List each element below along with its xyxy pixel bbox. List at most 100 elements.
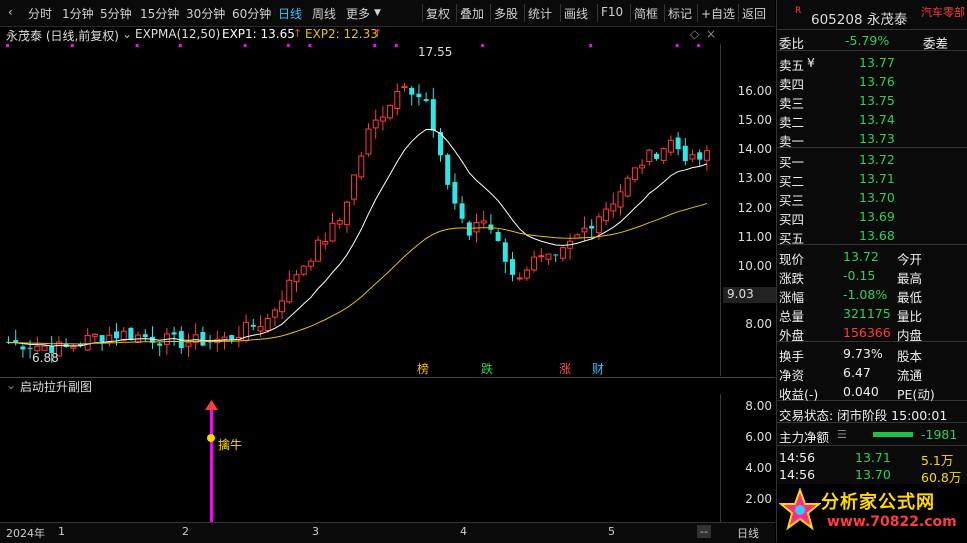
candle-body[interactable] xyxy=(20,346,26,350)
stat-row[interactable]: 涨跌 -0.15 最高 xyxy=(777,266,967,286)
close-icon[interactable]: × xyxy=(706,27,717,41)
sub-chevron-icon[interactable]: ⌄ xyxy=(6,378,17,392)
ask-row[interactable]: 卖二 13.74 xyxy=(777,110,967,130)
candle-body[interactable] xyxy=(430,99,436,131)
candle-body[interactable] xyxy=(250,324,256,327)
candle-body[interactable] xyxy=(27,347,33,349)
candle-body[interactable] xyxy=(192,334,199,343)
candle-body[interactable] xyxy=(322,240,329,245)
candle-body[interactable] xyxy=(200,331,206,346)
tab-7[interactable]: 周线 xyxy=(312,7,337,21)
candle-body[interactable] xyxy=(624,177,631,197)
candle-body[interactable] xyxy=(531,256,538,271)
candle-body[interactable] xyxy=(293,274,300,283)
candle-body[interactable] xyxy=(351,174,358,200)
back-arrow-icon[interactable]: ‹ xyxy=(8,5,13,19)
candle-body[interactable] xyxy=(379,116,386,122)
stat-row[interactable]: 外盘 156366 内盘 xyxy=(777,323,967,343)
tool-0[interactable]: 复权 xyxy=(426,7,451,21)
stat-row[interactable]: 涨幅 -1.08% 最低 xyxy=(777,285,967,305)
candle-body[interactable] xyxy=(654,153,659,159)
ask-row[interactable]: 卖三 13.75 xyxy=(777,91,967,111)
tool-2[interactable]: 多股 xyxy=(494,7,519,21)
candle-body[interactable] xyxy=(466,222,472,236)
tool-3[interactable]: 统计 xyxy=(528,7,553,21)
candle-body[interactable] xyxy=(279,300,286,313)
bid-row[interactable]: 买三 13.70 xyxy=(777,188,967,208)
candle-body[interactable] xyxy=(229,335,235,340)
candle-body[interactable] xyxy=(99,335,105,343)
candle-body[interactable] xyxy=(667,139,674,153)
event-marker[interactable]: 榜 xyxy=(417,361,429,376)
candle-body[interactable] xyxy=(257,325,264,332)
candle-body[interactable] xyxy=(401,85,408,88)
event-marker[interactable]: 涨 xyxy=(559,361,571,376)
candle-body[interactable] xyxy=(264,317,271,332)
candle-body[interactable] xyxy=(603,208,610,222)
candle-body[interactable] xyxy=(416,93,422,98)
candlestick-chart[interactable]: 17.55 6.88 榜 跌 涨 财 xyxy=(0,44,720,376)
time-axis-scroll-button[interactable]: -- xyxy=(697,525,711,538)
candle-body[interactable] xyxy=(185,342,192,347)
candle-body[interactable] xyxy=(523,269,530,279)
list-icon[interactable]: ☰ xyxy=(837,428,847,441)
bid-row[interactable]: 买一 13.72 xyxy=(777,150,967,170)
candle-body[interactable] xyxy=(639,164,646,169)
ask-row[interactable]: 卖四 13.76 xyxy=(777,72,967,92)
candle-body[interactable] xyxy=(689,154,696,160)
stat-row[interactable]: 总量 321175 量比 xyxy=(777,304,967,324)
bid-row[interactable]: 买五 13.68 xyxy=(777,226,967,246)
candle-body[interactable] xyxy=(423,99,429,102)
stat2-row[interactable]: 净资 6.47 流通 xyxy=(777,363,967,383)
candle-body[interactable] xyxy=(495,231,501,242)
candle-body[interactable] xyxy=(142,334,148,338)
tool-1[interactable]: 叠加 xyxy=(460,7,485,21)
candle-body[interactable] xyxy=(329,222,336,242)
candle-body[interactable] xyxy=(49,345,55,353)
candle-body[interactable] xyxy=(157,343,163,346)
candle-body[interactable] xyxy=(55,341,62,357)
candle-body[interactable] xyxy=(13,340,19,343)
candle-body[interactable] xyxy=(445,154,451,185)
candle-body[interactable] xyxy=(581,227,588,233)
tab-6[interactable]: 日线 xyxy=(278,7,303,21)
event-marker[interactable]: 跌 xyxy=(481,361,493,376)
stat2-row[interactable]: 换手 9.73% 股本 xyxy=(777,344,967,364)
candle-body[interactable] xyxy=(409,87,415,95)
candle-body[interactable] xyxy=(34,345,41,352)
candle-body[interactable] xyxy=(365,128,372,155)
candle-body[interactable] xyxy=(438,132,443,156)
candle-body[interactable] xyxy=(452,181,458,204)
candle-body[interactable] xyxy=(660,148,667,161)
candle-body[interactable] xyxy=(387,104,394,119)
candle-body[interactable] xyxy=(488,224,494,230)
tab-3[interactable]: 15分钟 xyxy=(140,7,180,21)
candle-body[interactable] xyxy=(286,279,293,303)
bid-row[interactable]: 买二 13.71 xyxy=(777,169,967,189)
candle-body[interactable] xyxy=(358,155,365,178)
candle-body[interactable] xyxy=(617,191,624,208)
candle-body[interactable] xyxy=(675,137,681,150)
settings-diamond-icon[interactable]: ◇ xyxy=(690,27,700,41)
candle-body[interactable] xyxy=(41,345,48,351)
candle-body[interactable] xyxy=(271,309,278,318)
tick-row[interactable]: 14:56 13.71 5.1万 xyxy=(777,448,967,468)
candle-body[interactable] xyxy=(336,220,343,225)
stat2-row[interactable]: 收益(-) 0.040 PE(动) xyxy=(777,382,967,402)
candle-body[interactable] xyxy=(473,222,480,233)
candle-body[interactable] xyxy=(372,119,379,129)
candle-body[interactable] xyxy=(221,336,228,340)
tab-5[interactable]: 60分钟 xyxy=(232,7,272,21)
tool-5[interactable]: F10 xyxy=(601,5,624,19)
candle-body[interactable] xyxy=(697,152,703,160)
candle-body[interactable] xyxy=(595,216,602,234)
candle-body[interactable] xyxy=(589,225,595,229)
candle-body[interactable] xyxy=(84,334,91,351)
tab-2[interactable]: 5分钟 xyxy=(100,7,132,21)
candle-body[interactable] xyxy=(70,346,77,349)
tool-7[interactable]: 标记 xyxy=(668,7,693,21)
tab-0[interactable]: 分时 xyxy=(28,7,53,21)
indicator-chevron-icon[interactable]: ⌄ xyxy=(122,27,133,41)
candle-body[interactable] xyxy=(315,239,322,262)
candle-body[interactable] xyxy=(459,203,465,219)
